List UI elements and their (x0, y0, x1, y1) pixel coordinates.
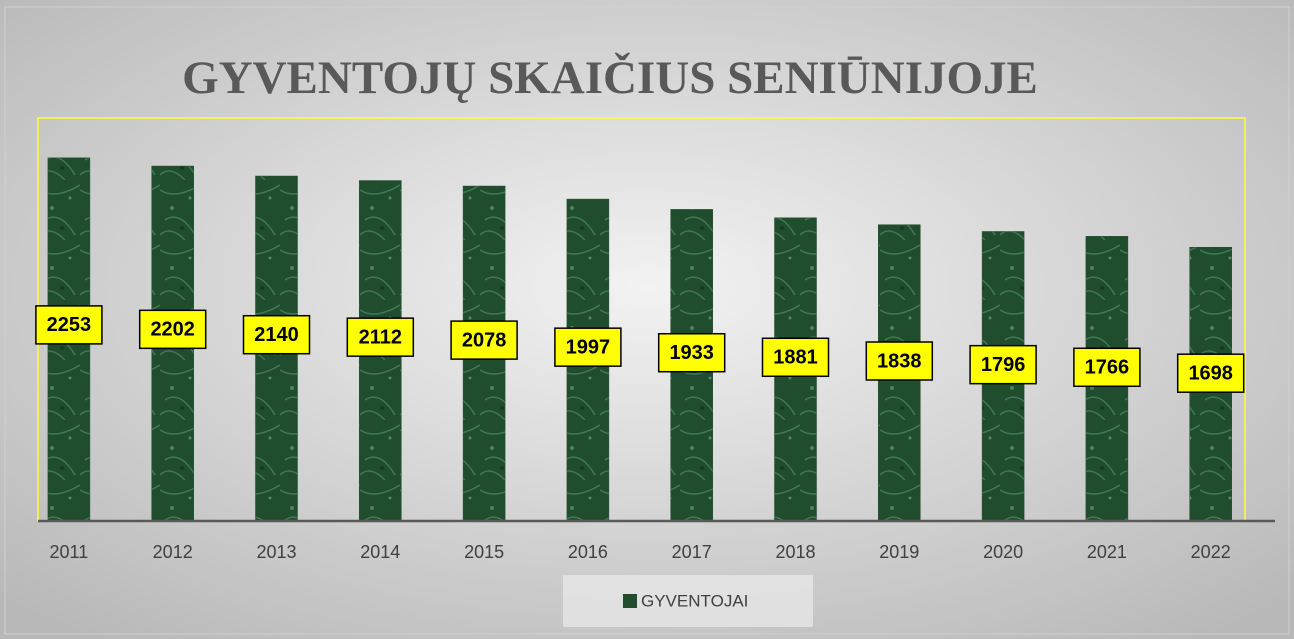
data-label-box (242, 314, 311, 355)
data-label: 2112 (359, 326, 402, 348)
data-label-box (657, 332, 726, 373)
x-tick-label: 2012 (153, 542, 193, 562)
x-tick-label: 2016 (568, 542, 608, 562)
data-label-box (1176, 353, 1245, 393)
legend-label: GYVENTOJAI (641, 591, 748, 610)
legend-box (563, 575, 813, 627)
x-tick-label: 2022 (1191, 542, 1231, 562)
x-tick-label: 2013 (256, 542, 296, 562)
x-tick-label: 2014 (360, 542, 400, 562)
data-label: 1766 (1085, 357, 1130, 379)
x-tick-label: 2017 (672, 542, 712, 562)
x-tick-label: 2015 (464, 542, 504, 562)
data-label: 2140 (254, 324, 299, 346)
data-label: 2253 (47, 314, 92, 336)
data-label-box (1073, 347, 1141, 388)
data-label: 1997 (566, 336, 611, 358)
data-label-box (138, 309, 207, 350)
data-label-box (969, 344, 1037, 385)
data-label: 1796 (981, 354, 1026, 376)
frame (4, 6, 1290, 635)
chart-title: GYVENTOJŲ SKAIČIUS SENIŪNIJOJE (182, 52, 1038, 104)
data-label-box (35, 305, 103, 345)
x-tick-label: 2018 (775, 542, 815, 562)
data-label-box (346, 317, 415, 357)
x-tick-label: 2021 (1087, 542, 1127, 562)
data-label-box (450, 320, 518, 360)
data-label: 1698 (1188, 362, 1233, 384)
data-label-box (761, 337, 830, 378)
legend-swatch (623, 594, 637, 608)
data-label: 2202 (150, 319, 195, 341)
x-tick-label: 2020 (983, 542, 1023, 562)
x-tick-label: 2011 (50, 542, 89, 562)
data-label-box (554, 327, 622, 367)
data-label: 1881 (773, 347, 818, 369)
data-label: 2078 (462, 329, 507, 351)
data-label: 1933 (669, 342, 714, 364)
x-tick-label: 2019 (879, 542, 919, 562)
data-label-box (865, 341, 934, 381)
data-label: 1838 (877, 350, 922, 372)
